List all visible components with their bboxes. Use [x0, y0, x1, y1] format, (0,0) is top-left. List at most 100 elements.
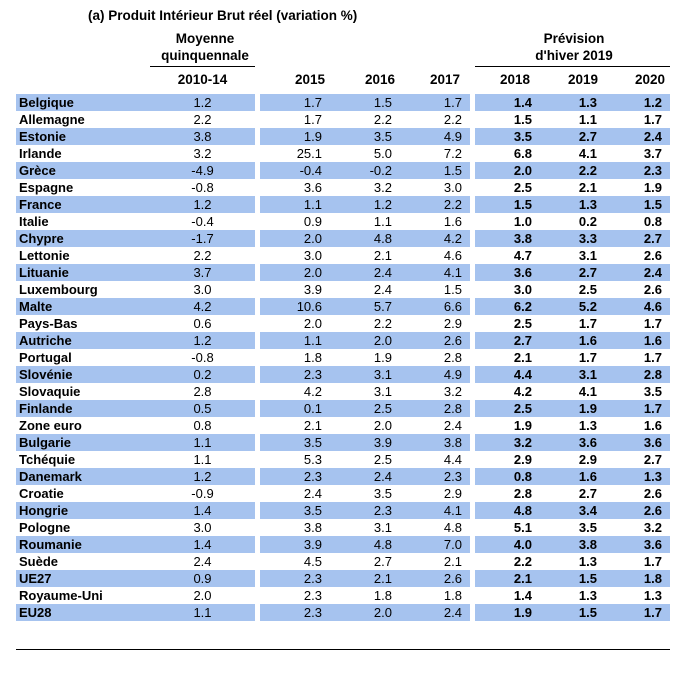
value-cell: 1.7: [578, 350, 597, 365]
country-cell: EU28: [16, 604, 150, 621]
value-cell: 0.2: [150, 366, 255, 383]
value-cell: -0.4: [191, 214, 214, 229]
value-cell: 1.2: [150, 332, 255, 349]
value-cell: 4.1: [400, 502, 470, 519]
column-gap: [470, 519, 475, 536]
value-cell: 1.3: [578, 554, 597, 569]
value-cell: 3.1: [330, 366, 400, 383]
header-group-forecast-line1: Prévision: [543, 31, 605, 46]
country-cell: Roumanie: [16, 536, 150, 553]
value-cell: 2.8: [605, 366, 670, 383]
value-cell: 1.1: [260, 196, 330, 213]
column-header-2019: 2019: [567, 72, 598, 87]
table-row: Hongrie 1.4 3.5 2.3 4.1 4.8 3.4 2.6: [16, 502, 670, 519]
column-gap: [470, 451, 475, 468]
column-gap: [255, 264, 260, 281]
column-gap: [470, 434, 475, 451]
table-row: Malte 4.2 10.6 5.7 6.6 6.2 5.2 4.6: [16, 298, 670, 315]
value-cell: 2.3: [303, 588, 322, 603]
value-cell: 2.3: [260, 604, 330, 621]
value-cell: 5.7: [330, 298, 400, 315]
value-cell: 1.1: [578, 112, 597, 127]
table-row: Grèce -4.9 -0.4 -0.2 1.5 2.0 2.2 2.3: [16, 162, 670, 179]
value-cell: 2.5: [373, 452, 392, 467]
value-cell: 2.2: [373, 112, 392, 127]
value-cell: -1.7: [150, 230, 255, 247]
column-gap: [255, 604, 260, 621]
value-cell: 4.1: [578, 146, 597, 161]
value-cell: 1.7: [605, 400, 670, 417]
value-cell: 3.9: [303, 282, 322, 297]
value-cell: 2.8: [513, 486, 532, 501]
value-cell: 2.3: [260, 468, 330, 485]
value-cell: 1.0: [513, 214, 532, 229]
country-cell: Irlande: [19, 146, 62, 161]
table-row: Belgique 1.2 1.7 1.5 1.7 1.4 1.3 1.2: [16, 94, 670, 111]
value-cell: 4.6: [605, 298, 670, 315]
value-cell: 2.3: [605, 162, 670, 179]
column-gap: [255, 366, 260, 383]
table-row: Slovaquie 2.8 4.2 3.1 3.2 4.2 4.1 3.5: [16, 383, 670, 400]
value-cell: 1.5: [443, 282, 462, 297]
value-cell: 3.0: [193, 282, 212, 297]
country-cell: Slovaquie: [19, 384, 81, 399]
value-cell: 2.0: [330, 332, 400, 349]
value-cell: 2.2: [373, 316, 392, 331]
value-cell: 2.5: [475, 400, 540, 417]
value-cell: 0.2: [578, 214, 597, 229]
value-cell: 1.9: [475, 604, 540, 621]
value-cell: 0.8: [643, 214, 662, 229]
value-cell: 2.0: [303, 316, 322, 331]
value-cell: 2.2: [193, 112, 212, 127]
value-cell: 2.6: [605, 502, 670, 519]
country-cell: Italie: [19, 214, 49, 229]
value-cell: 1.9: [373, 350, 392, 365]
country-cell: Pologne: [19, 520, 71, 535]
country-cell: Croatie: [19, 486, 64, 501]
column-gap: [470, 349, 475, 366]
value-cell: 4.7: [513, 248, 532, 263]
value-cell: 4.9: [400, 128, 470, 145]
value-cell: 2.3: [260, 570, 330, 587]
value-cell: 0.6: [193, 316, 212, 331]
value-cell: 1.5: [513, 112, 532, 127]
table-row: Allemagne 2.2 1.7 2.2 2.2 1.5 1.1 1.7: [16, 111, 670, 128]
value-cell: 4.2: [513, 384, 532, 399]
value-cell: 3.6: [540, 434, 605, 451]
value-cell: 2.1: [513, 350, 532, 365]
value-cell: 1.7: [643, 316, 662, 331]
table-row: Espagne -0.8 3.6 3.2 3.0 2.5 2.1 1.9: [16, 179, 670, 196]
value-cell: 2.7: [475, 332, 540, 349]
value-cell: 2.9: [513, 452, 532, 467]
value-cell: 5.1: [513, 520, 532, 535]
value-cell: 0.8: [475, 468, 540, 485]
value-cell: 1.3: [643, 588, 662, 603]
value-cell: 3.0: [193, 520, 212, 535]
value-cell: 3.5: [578, 520, 597, 535]
value-cell: 1.6: [643, 418, 662, 433]
header-rule-left: [150, 66, 255, 67]
value-cell: 2.7: [605, 230, 670, 247]
country-cell: Finlande: [16, 400, 150, 417]
table-row: France 1.2 1.1 1.2 2.2 1.5 1.3 1.5: [16, 196, 670, 213]
column-header-2015: 2015: [294, 72, 325, 87]
value-cell: 5.0: [373, 146, 392, 161]
country-cell: Danemark: [16, 468, 150, 485]
column-gap: [255, 383, 260, 400]
value-cell: 1.9: [260, 128, 330, 145]
value-cell: 1.5: [475, 196, 540, 213]
country-cell: Luxembourg: [19, 282, 98, 297]
table-row: Pays-Bas 0.6 2.0 2.2 2.9 2.5 1.7 1.7: [16, 315, 670, 332]
column-gap: [470, 298, 475, 315]
table-row: Lettonie 2.2 3.0 2.1 4.6 4.7 3.1 2.6: [16, 247, 670, 264]
column-gap: [470, 502, 475, 519]
value-cell: 5.3: [303, 452, 322, 467]
value-cell: 7.2: [443, 146, 462, 161]
value-cell: 4.9: [400, 366, 470, 383]
value-cell: 3.4: [540, 502, 605, 519]
country-cell: Royaume-Uni: [19, 588, 103, 603]
column-gap: [255, 332, 260, 349]
value-cell: 2.1: [330, 570, 400, 587]
value-cell: 2.9: [443, 486, 462, 501]
table-bottom-rule: [16, 649, 670, 650]
